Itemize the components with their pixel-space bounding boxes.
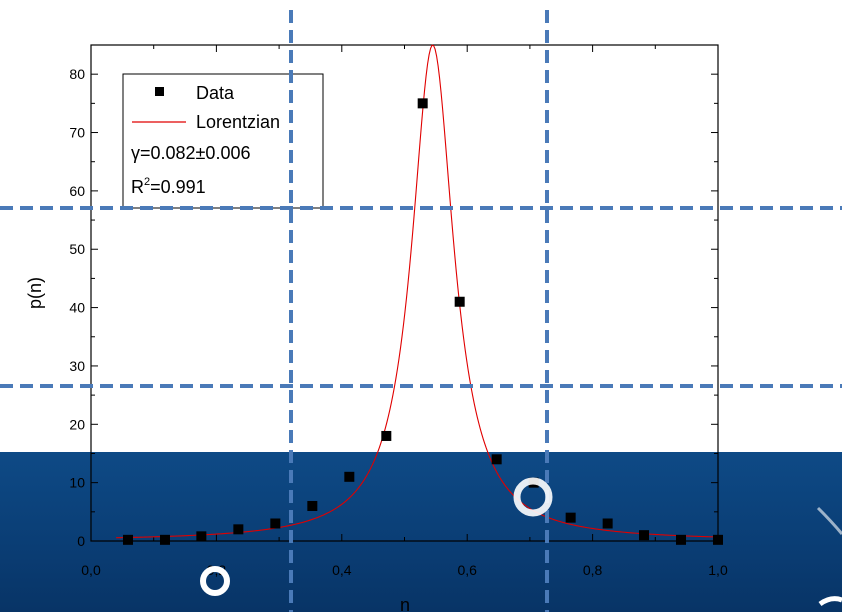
y-tick-label: 80 [69, 66, 85, 82]
data-point [233, 524, 244, 535]
y-tick-label: 0 [77, 533, 85, 549]
r2-superscript: 2 [144, 176, 150, 188]
corner-ring-decor [818, 596, 842, 607]
data-point [565, 512, 576, 523]
data-point [639, 530, 650, 541]
y-tick-label: 60 [69, 183, 85, 199]
data-point [417, 98, 428, 109]
x-tick-label: 0,0 [81, 562, 101, 578]
ring-decor-right [513, 477, 553, 517]
x-tick-label: 0,6 [457, 562, 477, 578]
y-axis-label: p(n) [25, 277, 45, 309]
swoosh-decor [816, 506, 842, 535]
data-point [491, 454, 502, 465]
gamma-symbol: γ [131, 143, 140, 163]
legend-data-marker [155, 87, 164, 96]
x-tick-label: 1,0 [708, 562, 728, 578]
slide-footer-band [0, 452, 842, 612]
y-tick-label: 30 [69, 358, 85, 374]
data-point [676, 534, 687, 545]
r2-value: =0.991 [150, 177, 206, 197]
data-point [307, 500, 318, 511]
data-point [602, 518, 613, 529]
x-tick-label: 0,4 [332, 562, 352, 578]
legend-gamma-annotation: γ=0.082±0.006 [131, 143, 250, 163]
x-axis-label: n [400, 595, 410, 612]
legend-r2-annotation: R2=0.991 [131, 176, 206, 197]
data-point [381, 430, 392, 441]
y-tick-label: 20 [69, 416, 85, 432]
y-tick-label: 70 [69, 125, 85, 141]
data-point [344, 471, 355, 482]
data-point [159, 534, 170, 545]
legend-fit-label: Lorentzian [196, 112, 280, 132]
ring-decor-left [200, 566, 230, 596]
data-point [270, 518, 281, 529]
y-tick-label: 40 [69, 300, 85, 316]
legend-data-label: Data [196, 83, 235, 103]
axis-ticks [90, 44, 719, 542]
y-tick-label: 50 [69, 241, 85, 257]
gamma-value: =0.082±0.006 [140, 143, 250, 163]
x-tick-label: 0,8 [583, 562, 603, 578]
data-point [713, 534, 723, 545]
data-point [196, 531, 207, 542]
y-tick-label: 10 [69, 475, 85, 491]
lorentzian-fit-line [116, 44, 719, 539]
ring-decor [200, 477, 842, 607]
data-point [122, 534, 133, 545]
data-point [454, 296, 465, 307]
guide-lines [0, 10, 842, 612]
r2-prefix: R [131, 177, 144, 197]
